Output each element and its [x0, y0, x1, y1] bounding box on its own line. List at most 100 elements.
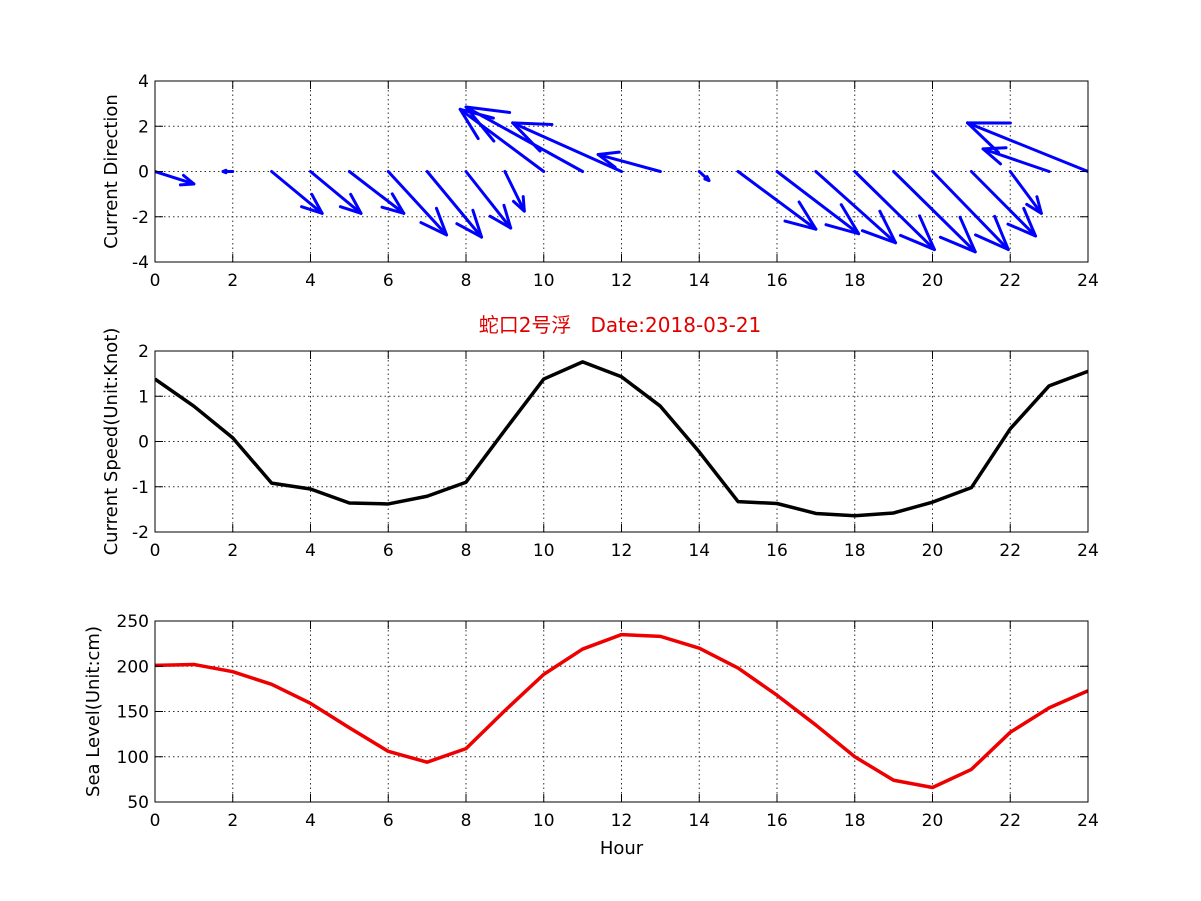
y-tick-label: 0 [138, 433, 149, 453]
arrow-head [1025, 195, 1043, 215]
quiver-arrow [981, 146, 1051, 173]
quiver-arrow [853, 170, 936, 252]
x-tick-label: 16 [766, 541, 788, 561]
arrow-shaft [309, 170, 363, 215]
x-tick-label: 10 [533, 271, 555, 291]
arrow-head [703, 175, 711, 183]
quiver-arrow [814, 170, 898, 245]
arrow-head [338, 192, 363, 215]
arrow-shaft [155, 170, 196, 186]
arrow-head [981, 146, 1008, 166]
arrow-shaft [775, 170, 861, 236]
arrow-shaft [892, 170, 977, 254]
arrow-shaft [270, 170, 324, 215]
y-tick-label: 1 [138, 387, 149, 407]
x-tick-label: 14 [688, 541, 710, 561]
y-tick-label: 200 [117, 657, 149, 677]
y-axis-label: Current Speed(Unit:Knot) [101, 328, 122, 556]
arrow-head [178, 173, 196, 187]
x-tick-label: 22 [999, 811, 1021, 831]
x-tick-label: 18 [844, 541, 866, 561]
quiver-arrow [347, 170, 406, 215]
arrow-shaft [386, 170, 449, 237]
x-tick-label: 18 [844, 811, 866, 831]
arrow-shaft [1008, 170, 1043, 215]
x-tick-label: 4 [305, 271, 316, 291]
arrow-head [511, 121, 554, 153]
quiver-arrow [775, 170, 861, 236]
quiver-arrow [270, 170, 324, 215]
y-tick-label: 2 [138, 117, 149, 137]
plot-area [155, 360, 1088, 518]
x-tick-label: 12 [611, 541, 633, 561]
quiver-arrow [931, 170, 1010, 252]
series-line [155, 632, 1088, 790]
x-axis-label: Hour [600, 838, 644, 859]
arrow-shaft [965, 121, 1088, 173]
arrow-head [488, 203, 513, 230]
x-tick-label: 24 [1077, 541, 1099, 561]
arrow-shaft [464, 105, 585, 173]
arrow-head [419, 206, 449, 237]
arrow-shaft [969, 170, 1038, 238]
quiver-arrow [969, 170, 1038, 238]
quiver-arrow [221, 168, 235, 175]
x-tick-label: 22 [999, 541, 1021, 561]
y-tick-label: 2 [138, 342, 149, 362]
x-tick-label: 2 [227, 811, 238, 831]
x-tick-label: 14 [688, 811, 710, 831]
x-tick-label: 0 [150, 811, 161, 831]
arrow-shaft [931, 170, 1010, 252]
arrow-head [783, 200, 818, 231]
arrow-head [860, 209, 898, 245]
x-tick-label: 16 [766, 271, 788, 291]
x-tick-label: 20 [922, 541, 944, 561]
y-tick-label: 4 [138, 72, 149, 92]
x-tick-label: 6 [383, 811, 394, 831]
x-tick-label: 6 [383, 271, 394, 291]
y-tick-label: 100 [117, 748, 149, 768]
quiver-arrow [425, 170, 484, 239]
x-tick-label: 16 [766, 811, 788, 831]
x-tick-label: 8 [461, 271, 472, 291]
x-tick-label: 2 [227, 541, 238, 561]
quiver-arrow [464, 105, 585, 173]
arrow-head [512, 195, 526, 213]
arrow-head [380, 192, 406, 215]
quiver-arrow [965, 121, 1088, 173]
arrow-shaft [425, 170, 484, 239]
x-tick-label: 10 [533, 541, 555, 561]
quiver-arrow [386, 170, 449, 237]
y-tick-label: -2 [132, 208, 149, 228]
arrow-shaft [814, 170, 898, 245]
arrow-shaft [458, 107, 546, 173]
figure-title: 蛇口2号浮 Date:2018-03-21 [479, 313, 762, 337]
x-tick-label: 2 [227, 271, 238, 291]
x-tick-label: 22 [999, 271, 1021, 291]
quiver-arrow [736, 170, 818, 231]
y-tick-label: -1 [132, 478, 149, 498]
quiver-arrow [503, 170, 526, 213]
grid [155, 621, 1088, 802]
quiver-arrow [155, 170, 196, 187]
quiver-arrow [464, 170, 513, 230]
grid [155, 351, 1088, 532]
x-tick-label: 0 [150, 541, 161, 561]
x-tick-label: 8 [461, 811, 472, 831]
y-tick-label: -4 [132, 253, 149, 273]
y-tick-label: 150 [117, 703, 149, 723]
arrow-shaft [596, 153, 662, 173]
x-tick-label: 8 [461, 541, 472, 561]
quiver-arrow [1008, 170, 1043, 215]
arrow-shaft [511, 121, 623, 173]
x-tick-label: 4 [305, 811, 316, 831]
arrow-head [965, 121, 1012, 155]
arrow-head [938, 215, 977, 254]
x-tick-label: 14 [688, 271, 710, 291]
x-tick-label: 10 [533, 811, 555, 831]
